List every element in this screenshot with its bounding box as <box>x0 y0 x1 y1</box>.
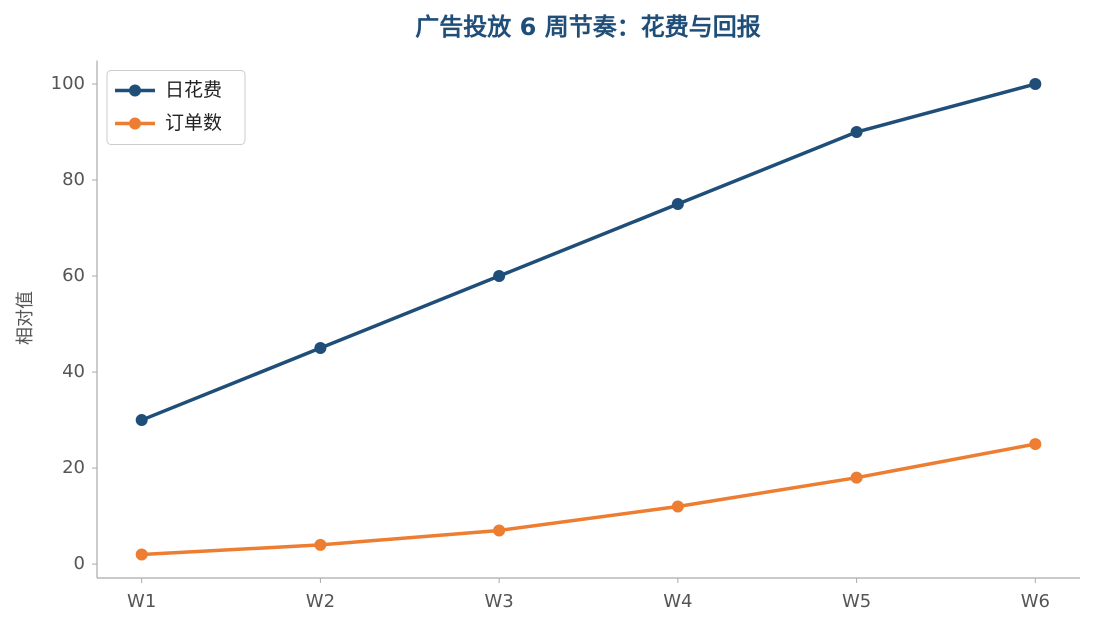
data-point <box>314 538 327 551</box>
data-point <box>850 126 863 139</box>
y-tick-label: 40 <box>62 361 85 382</box>
y-tick-label: 100 <box>51 73 85 94</box>
x-tick-label: W4 <box>663 591 692 612</box>
y-axis-label: 相对值 <box>15 291 36 345</box>
y-tick-label: 60 <box>62 265 85 286</box>
data-point <box>493 270 506 283</box>
chart-title: 广告投放 6 周节奏：花费与回报 <box>415 13 760 41</box>
y-tick-label: 20 <box>62 457 85 478</box>
data-point <box>850 471 863 484</box>
series-line <box>141 442 1036 557</box>
x-tick-label: W3 <box>485 591 514 612</box>
x-tick-label: W1 <box>127 591 156 612</box>
data-point <box>493 524 506 537</box>
data-point <box>1029 78 1042 91</box>
legend-marker <box>129 117 141 130</box>
data-point <box>671 198 684 211</box>
x-tick-label: W6 <box>1021 591 1050 612</box>
legend-label: 日花费 <box>165 79 222 101</box>
x-tick-label: W2 <box>306 591 335 612</box>
legend-label: 订单数 <box>165 112 222 134</box>
data-point <box>1029 438 1042 451</box>
data-point <box>314 342 327 355</box>
y-tick-label: 80 <box>62 169 85 190</box>
data-point <box>671 500 684 513</box>
legend-marker <box>129 84 141 97</box>
data-point <box>135 548 148 561</box>
data-point <box>135 414 148 427</box>
y-tick-label: 0 <box>74 553 85 574</box>
series-line <box>141 82 1036 422</box>
x-tick-label: W5 <box>842 591 871 612</box>
